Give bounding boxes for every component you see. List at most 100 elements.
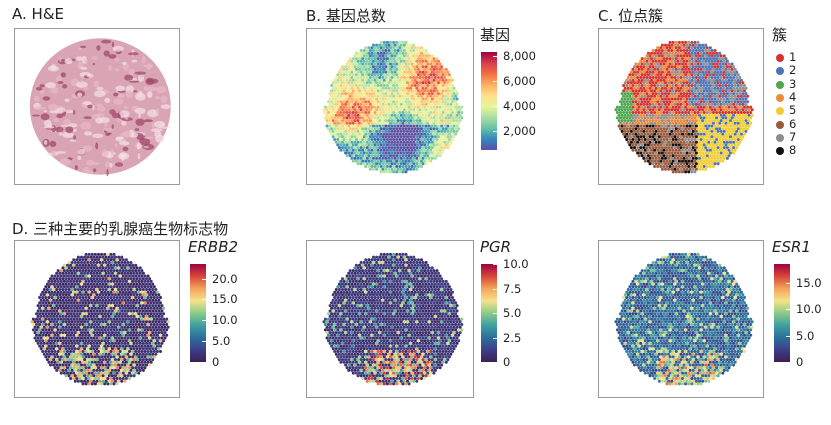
- gene-count-spot: [412, 129, 416, 133]
- erbb2-spot: [49, 304, 52, 308]
- cluster-spot: [710, 59, 714, 63]
- gene-count-spot: [421, 113, 425, 117]
- he-texture: [65, 126, 74, 134]
- erbb2-spot: [49, 352, 52, 356]
- gene-count-spot: [370, 100, 374, 104]
- cluster-spot: [684, 154, 688, 158]
- erbb2-spot: [49, 347, 52, 351]
- erbb2-spot: [87, 317, 91, 321]
- erbb2-spot: [41, 290, 45, 294]
- gene-count-spot: [399, 54, 403, 58]
- gene-count-spot: [398, 40, 402, 44]
- erbb2-spot: [75, 279, 79, 283]
- gene-count-spot: [398, 138, 402, 141]
- cluster-spot: [654, 86, 658, 90]
- cluster-spot: [716, 119, 720, 123]
- he-texture: [153, 120, 166, 128]
- gene-count-spot: [407, 116, 411, 120]
- gene-count-spot: [341, 65, 344, 69]
- cluster-spot: [707, 119, 711, 123]
- cluster-spot: [730, 94, 734, 98]
- gene-count-spot: [342, 116, 346, 120]
- cluster-spot: [694, 129, 698, 133]
- cluster-spot: [670, 49, 674, 52]
- he-texture: [53, 118, 59, 122]
- gene-count-spot: [379, 121, 383, 125]
- gene-count-spot: [409, 65, 413, 69]
- gene-count-spot: [433, 81, 437, 85]
- cluster-spot: [721, 100, 725, 104]
- erbb2-spot: [52, 298, 56, 302]
- gene-count-spot: [438, 100, 442, 104]
- erbb2-spot: [97, 301, 100, 305]
- erbb2-spot: [64, 336, 68, 340]
- cluster-spot: [710, 102, 714, 106]
- gene-count-spot: [334, 119, 338, 123]
- erbb2-spot: [64, 309, 68, 313]
- gene-count-spot: [420, 51, 423, 55]
- cluster-spot: [665, 111, 669, 114]
- gene-count-spot: [367, 154, 371, 158]
- gene-count-spot: [385, 159, 389, 163]
- erbb2-spot: [131, 296, 135, 299]
- cluster-spot: [715, 105, 719, 109]
- cluster-legend-swatch: [776, 54, 784, 62]
- cluster-spot: [673, 146, 677, 150]
- erbb2-spot: [146, 274, 150, 278]
- erbb2-spot: [39, 347, 43, 351]
- gene-count-spot: [389, 46, 392, 50]
- gene-count-spot: [429, 116, 433, 120]
- cluster-spot: [645, 113, 649, 117]
- gene-count-spot: [358, 111, 361, 114]
- cluster-spot: [640, 121, 644, 125]
- gene-count-spot: [384, 92, 388, 96]
- erbb2-spot: [114, 255, 117, 259]
- erbb2-spot: [123, 325, 127, 329]
- cluster-spot: [651, 86, 655, 90]
- gene-count-spot: [333, 78, 337, 82]
- gene-count-spot: [423, 89, 427, 93]
- erbb2-spot: [143, 279, 147, 283]
- gene-count-spot: [409, 86, 413, 90]
- gene-count-spot: [331, 102, 335, 106]
- gene-count-spot: [370, 94, 374, 98]
- erbb2-spot: [131, 312, 135, 316]
- cluster-spot: [656, 159, 660, 163]
- gene-count-spot: [347, 102, 351, 106]
- cluster-spot: [665, 89, 669, 93]
- erbb2-spot: [145, 341, 148, 345]
- erbb2-spot: [50, 317, 54, 321]
- gene-count-spot: [406, 54, 409, 58]
- gene-count-spot: [348, 62, 352, 66]
- gene-count-spot: [437, 113, 440, 117]
- gene-count-spot: [420, 138, 423, 141]
- erbb2-spot: [52, 304, 56, 308]
- gene-count-spot: [372, 140, 375, 144]
- cluster-spot: [670, 65, 674, 69]
- cluster-spot: [651, 65, 655, 69]
- cluster-spot: [687, 62, 691, 66]
- gene-count-spot: [368, 65, 372, 69]
- cluster-spot: [694, 151, 698, 155]
- gene-count-spot: [337, 81, 341, 85]
- cluster-spot: [668, 143, 672, 147]
- cluster-spot: [640, 84, 644, 87]
- cluster-spot: [645, 140, 649, 144]
- gene-count-spot: [385, 84, 389, 87]
- erbb2-spot: [70, 309, 74, 313]
- gene-count-spot: [379, 154, 383, 158]
- cluster-spot: [718, 94, 722, 98]
- cluster-legend-label: 1: [789, 50, 797, 64]
- cluster-spot: [727, 105, 731, 109]
- cluster-spot: [716, 113, 720, 117]
- cluster-spot: [634, 73, 638, 77]
- gene-count-spot: [365, 146, 369, 150]
- gene-count-spot: [415, 124, 419, 128]
- erbb2-spot: [92, 325, 96, 329]
- gene-count-spot: [341, 108, 344, 112]
- cluster-spot: [738, 108, 742, 112]
- gene-count-spot: [382, 165, 386, 168]
- gene-count-spot: [337, 97, 341, 101]
- erbb2-spot: [45, 336, 49, 340]
- gene-count-spot: [376, 57, 380, 61]
